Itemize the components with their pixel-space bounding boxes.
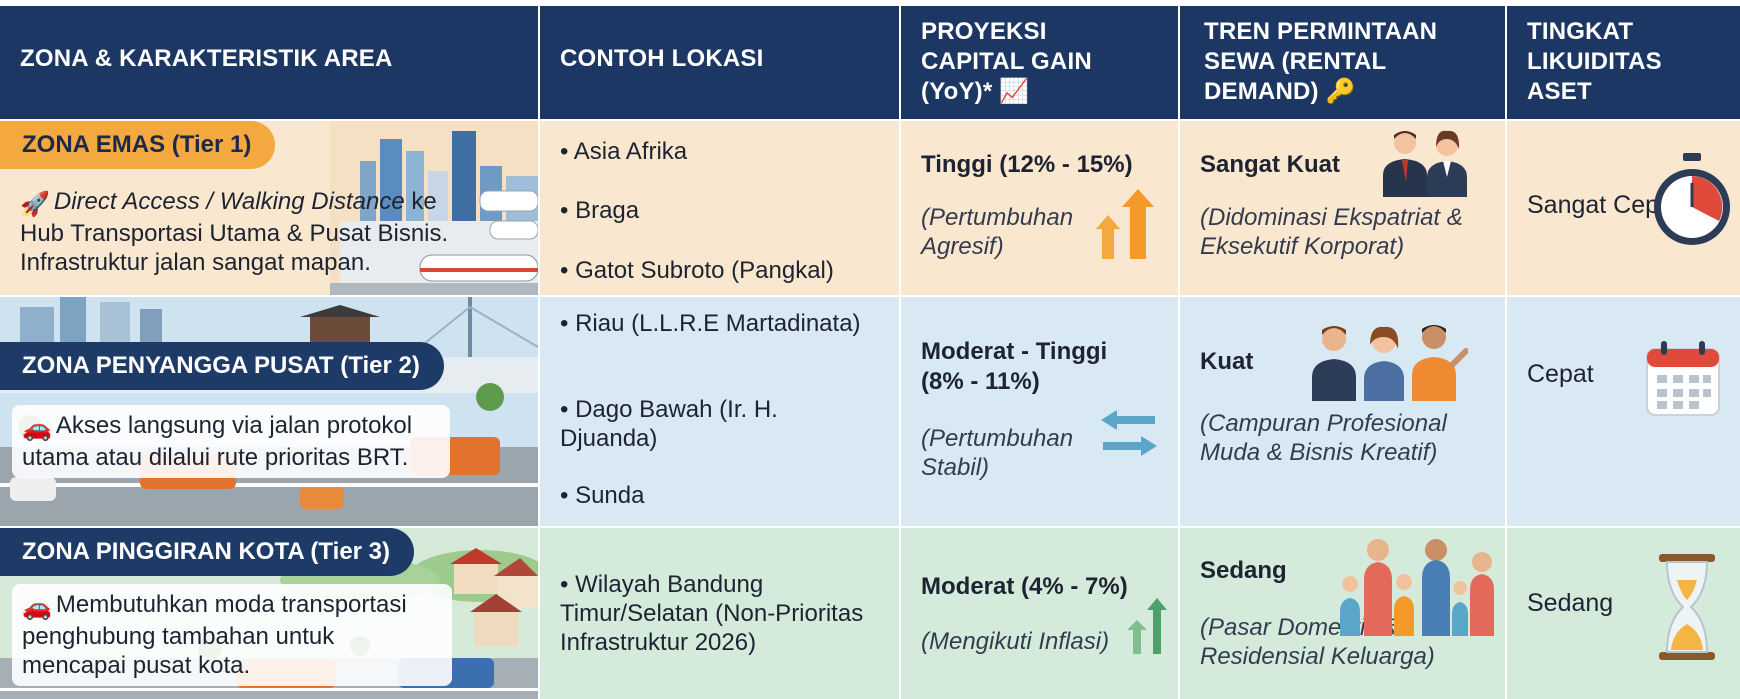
zone-description: 🚗 Akses langsung via jalan protokol utama… xyxy=(12,405,450,478)
capital-gain-cell-tier3: Moderat (4% - 7%) (Mengikuti Inflasi) xyxy=(901,528,1178,699)
header-capital-gain: PROYEKSI CAPITAL GAIN (YoY)* 📈 xyxy=(901,6,1178,119)
liquidity-cell-tier1: Sangat Cepat xyxy=(1507,121,1740,295)
location-cell-tier2: • Riau (L.L.R.E Martadinata) • Dago Bawa… xyxy=(540,297,899,526)
location-item: • Asia Afrika xyxy=(560,138,688,165)
zone-cell-tier3: ZONA PINGGIRAN KOTA (Tier 3) 🚗 Membutuhka… xyxy=(0,528,538,699)
capital-gain-cell-tier1: Tinggi (12% - 15%) (Pertumbuhan Agresif) xyxy=(901,121,1178,295)
calendar-icon xyxy=(1646,341,1720,416)
zone-description: 🚀 Direct Access / Walking Distance ke Hub… xyxy=(20,188,449,276)
zone-cell-tier2: ZONA PENYANGGA PUSAT (Tier 2) 🚗 Akses lan… xyxy=(0,297,538,526)
gain-note: (Pertumbuhan Stabil) xyxy=(921,425,1074,481)
family-icon xyxy=(1340,539,1494,636)
rental-cell-tier2: Kuat (Campuran Profesional Muda & Bisnis… xyxy=(1180,297,1505,526)
up-arrow-icon xyxy=(1127,598,1167,654)
car-icon: 🚗 xyxy=(22,415,52,442)
hourglass-icon xyxy=(1659,554,1715,660)
liquidity-level: Sedang xyxy=(1527,589,1614,617)
location-item: • Dago Bawah (Ir. H. Djuanda) xyxy=(560,396,778,452)
location-item: • Sunda xyxy=(560,482,645,509)
location-item: • Wilayah Bandung Timur/Selatan (Non-Pri… xyxy=(560,571,864,656)
header-location: CONTOH LOKASI xyxy=(540,6,899,119)
gain-level: Moderat - Tinggi (8% - 11%) xyxy=(921,338,1108,395)
rental-cell-tier1: Sangat Kuat (Didominasi Ekspatriat & Eks… xyxy=(1180,121,1505,295)
rental-note: (Pasar Domestik & Residensial Keluarga) xyxy=(1200,614,1435,670)
rental-level: Kuat xyxy=(1200,348,1254,375)
gain-level: Tinggi (12% - 15%) xyxy=(921,151,1133,178)
liquidity-cell-tier3: Sedang xyxy=(1507,528,1740,699)
rental-level: Sedang xyxy=(1200,557,1287,584)
zone-name-badge: ZONA PINGGIRAN KOTA (Tier 3) xyxy=(0,528,415,576)
location-item: • Riau (L.L.R.E Martadinata) xyxy=(560,310,861,337)
gain-note: (Mengikuti Inflasi) xyxy=(921,628,1110,655)
location-item: • Braga xyxy=(560,197,640,224)
young-professionals-icon xyxy=(1312,325,1468,401)
car-icon: 🚗 xyxy=(22,594,52,621)
rental-note: (Campuran Profesional Muda & Bisnis Krea… xyxy=(1200,410,1447,466)
zone-description: 🚗 Membutuhkan moda transportasi penghubun… xyxy=(12,584,452,686)
zone-name-badge: ZONA PENYANGGA PUSAT (Tier 2) xyxy=(0,342,444,390)
header-zone: ZONA & KARAKTERISTIK AREA xyxy=(0,6,538,119)
city-skyline-train-illustration xyxy=(330,121,538,295)
executives-icon xyxy=(1383,130,1467,197)
rocket-icon: 🚀 xyxy=(20,191,50,218)
gain-note: (Pertumbuhan Agresif) xyxy=(921,204,1074,260)
zone-name-badge: ZONA EMAS (Tier 1) xyxy=(0,121,276,169)
double-up-arrow-icon xyxy=(1096,189,1154,259)
stopwatch-icon xyxy=(1654,153,1730,245)
liquidity-level: Cepat xyxy=(1527,360,1594,388)
rental-cell-tier3: Sedang (Pasar Domestik & Residensial Kel… xyxy=(1180,528,1505,699)
exchange-arrows-icon xyxy=(1101,410,1157,456)
location-item: • Gatot Subroto (Pangkal) xyxy=(560,257,834,284)
location-cell-tier3: • Wilayah Bandung Timur/Selatan (Non-Pri… xyxy=(540,528,899,699)
header-liquidity: TINGKAT LIKUIDITAS ASET xyxy=(1507,6,1740,119)
rental-level: Sangat Kuat xyxy=(1200,151,1341,178)
rental-note: (Didominasi Ekspatriat & Eksekutif Korpo… xyxy=(1200,204,1463,260)
header-rental-demand: TREN PERMINTAAN SEWA (RENTAL DEMAND) 🔑 xyxy=(1180,6,1505,119)
zone-cell-tier1: ZONA EMAS (Tier 1) 🚀 Direct Access / Walk… xyxy=(0,121,538,295)
liquidity-cell-tier2: Cepat xyxy=(1507,297,1740,526)
location-cell-tier1: • Asia Afrika • Braga • Gatot Subroto (P… xyxy=(540,121,899,295)
gain-level: Moderat (4% - 7%) xyxy=(921,573,1128,600)
capital-gain-cell-tier2: Moderat - Tinggi (8% - 11%) (Pertumbuhan… xyxy=(901,297,1178,526)
